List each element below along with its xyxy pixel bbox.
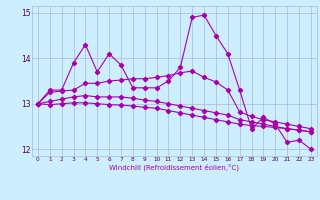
X-axis label: Windchill (Refroidissement éolien,°C): Windchill (Refroidissement éolien,°C) xyxy=(109,164,239,171)
